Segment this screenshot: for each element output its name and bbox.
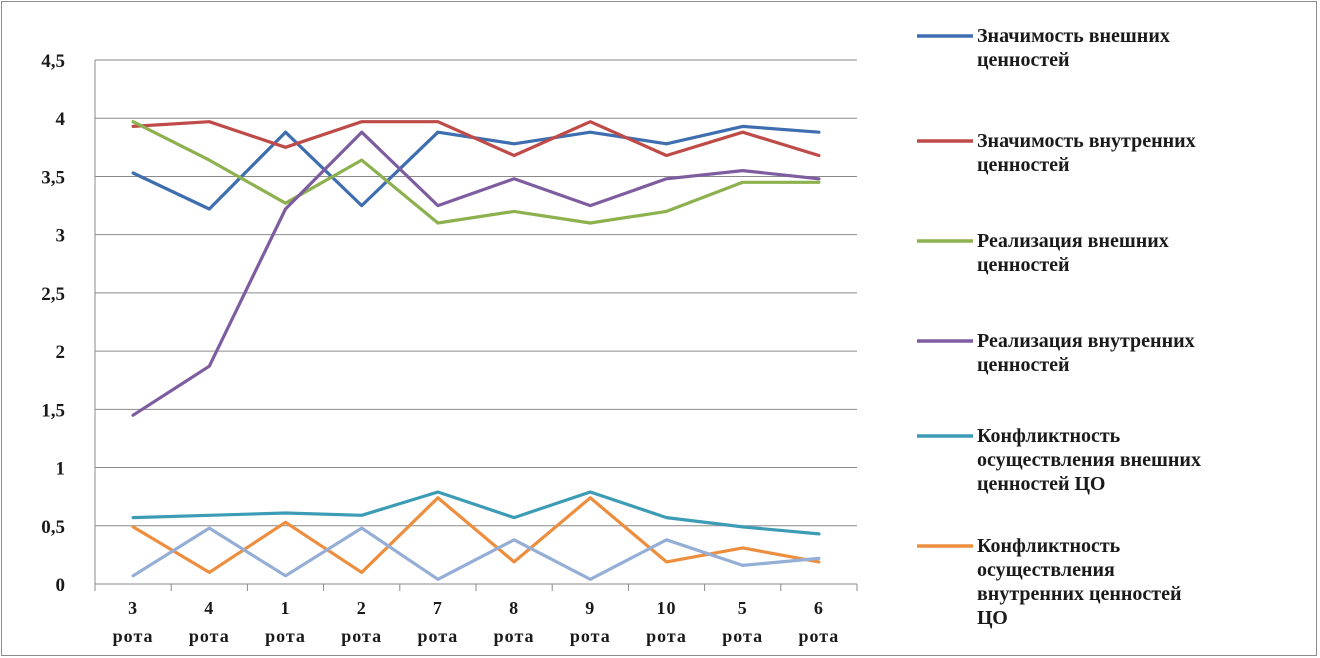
x-tick-label: рота	[722, 626, 763, 646]
axes	[94, 60, 858, 591]
x-tick-label: рота	[189, 626, 230, 646]
x-tick-label: 5	[738, 598, 748, 618]
x-tick-label: рота	[570, 626, 611, 646]
y-tick-label: 2	[56, 342, 66, 363]
y-tick-label: 1,5	[41, 400, 65, 421]
x-tick-label: 8	[509, 598, 519, 618]
x-tick-label: 6	[814, 598, 824, 618]
x-tick-label: 10	[657, 598, 677, 618]
legend-label: ценностей	[977, 154, 1070, 176]
x-tick-label: рота	[798, 626, 839, 646]
gridlines	[95, 59, 857, 527]
legend-label: внутренних ценностей	[977, 583, 1182, 605]
y-tick-label: 3,5	[41, 167, 65, 188]
legend-label: Значимость внутренних	[977, 130, 1196, 152]
x-tick-label: 9	[585, 598, 595, 618]
series-line-3	[131, 120, 821, 225]
x-tick-label: рота	[341, 626, 382, 646]
legend-label: Конфликтность	[977, 425, 1121, 447]
legend-label: Конфликтность	[977, 535, 1121, 557]
x-tick-label: рота	[646, 626, 687, 646]
series-line-5	[131, 490, 821, 536]
x-tick-label: 7	[433, 598, 443, 618]
x-tick-label: рота	[113, 626, 154, 646]
x-tick-label: 4	[204, 598, 214, 618]
y-tick-label: 0,5	[41, 517, 65, 538]
legend-label: ценностей	[977, 254, 1070, 276]
x-tick-label: 3	[128, 598, 138, 618]
y-tick-label: 1	[56, 459, 66, 480]
x-tick-label: 1	[281, 598, 291, 618]
legend-label: осуществления внешних	[977, 449, 1201, 471]
series-line-2	[131, 120, 821, 158]
legend-label: ЦО	[977, 607, 1008, 629]
legend-label: ценностей ЦО	[977, 473, 1105, 495]
x-tick-label: рота	[494, 626, 535, 646]
y-tick-label: 4,5	[41, 51, 65, 72]
series-line-6	[131, 496, 821, 575]
legend-label: ценностей	[977, 49, 1070, 71]
legend-label: Реализация внешних	[977, 230, 1169, 252]
x-tick-label: рота	[265, 626, 306, 646]
y-tick-label: 4	[56, 109, 66, 130]
y-tick-label: 3	[56, 226, 66, 247]
series-line-4	[131, 130, 821, 417]
legend-label: ценностей	[977, 354, 1070, 376]
x-tick-label: 2	[357, 598, 367, 618]
series-lines	[131, 120, 821, 581]
y-tick-label: 0	[56, 575, 66, 596]
legend-label: Реализация внутренних	[977, 330, 1195, 352]
legend-label: осуществления	[977, 559, 1115, 581]
series-line-7	[131, 526, 821, 581]
legend-label: Значимость внешних	[977, 25, 1170, 47]
x-tick-label: рота	[417, 626, 458, 646]
x-tick-labels: 3 рота 4 рота 1 рота 2 рота 7 рота 8 рота 9 рота 10 рот…	[113, 598, 839, 646]
y-tick-labels: 0 0,5 1 1,5 2 2,5 3 3,5 4 4,5	[41, 51, 65, 596]
y-tick-label: 2,5	[41, 284, 65, 305]
